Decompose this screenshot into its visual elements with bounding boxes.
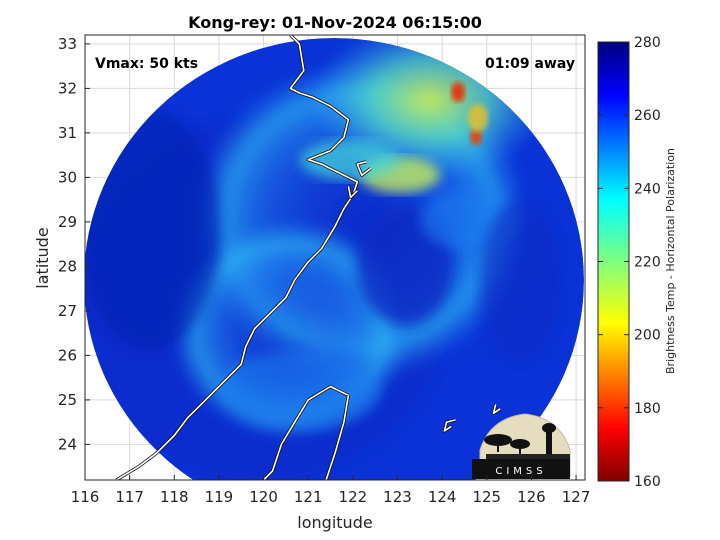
y-axis-label: latitude [33, 227, 52, 288]
coastline [443, 419, 456, 432]
y-tick-label: 26 [58, 346, 77, 364]
colorbar-ticks: 160 180 200 220 240 260 280 [598, 35, 661, 490]
colorbar-tick-label: 260 [634, 108, 661, 124]
x-axis: 116 117 118 119 120 121 122 123 124 125 126 127 [71, 475, 591, 506]
brightness-temperature-swath [85, 38, 584, 480]
coastline [115, 35, 359, 480]
y-tick-label: 24 [58, 435, 77, 453]
x-tick-label: 122 [339, 488, 368, 506]
cimss-logo: CIMSS [472, 413, 571, 479]
coastlines [115, 35, 502, 480]
y-tick-label: 25 [58, 391, 77, 409]
x-tick-label: 125 [472, 488, 501, 506]
x-tick-label: 116 [71, 488, 100, 506]
colorbar-tick-label: 280 [634, 35, 661, 51]
time-offset-annotation: 01:09 away [485, 56, 575, 72]
x-tick-label: 123 [383, 488, 412, 506]
chart-title: Kong-rey: 01-Nov-2024 06:15:00 [188, 13, 482, 32]
x-tick-label: 121 [294, 488, 323, 506]
coastline [263, 385, 349, 480]
colorbar-tick-label: 160 [634, 474, 661, 490]
y-tick-label: 29 [58, 213, 77, 231]
x-tick-label: 126 [517, 488, 546, 506]
x-tick-label: 118 [160, 488, 189, 506]
colorbar-label: Brightness Temp - Horizontal Polarizatio… [664, 148, 677, 374]
y-tick-label: 32 [58, 79, 77, 97]
x-tick-label: 119 [205, 488, 234, 506]
axes-frame [84, 34, 586, 481]
coastline [347, 186, 358, 199]
x-tick-label: 124 [428, 488, 457, 506]
x-tick-label: 120 [249, 488, 278, 506]
vmax-annotation: Vmax: 50 kts [95, 56, 198, 72]
y-tick-label: 30 [58, 168, 77, 186]
y-tick-label: 28 [58, 257, 77, 275]
x-axis-label: longitude [297, 513, 372, 532]
y-tick-label: 31 [58, 124, 77, 142]
x-tick-label: 117 [115, 488, 144, 506]
y-tick-label: 27 [58, 302, 77, 320]
colorbar-tick-label: 200 [634, 328, 661, 344]
coastline [356, 161, 372, 176]
colorbar-tick-label: 180 [634, 401, 661, 417]
y-axis: 24 25 26 27 28 29 30 31 32 33 [58, 35, 90, 453]
cimss-logo-text: CIMSS [495, 466, 546, 477]
x-tick-label: 127 [562, 488, 591, 506]
colorbar-tick-label: 220 [634, 255, 661, 271]
y-tick-label: 33 [58, 35, 77, 53]
colorbar-tick-label: 240 [634, 181, 661, 197]
coastline [492, 404, 501, 415]
coastline [325, 395, 350, 480]
